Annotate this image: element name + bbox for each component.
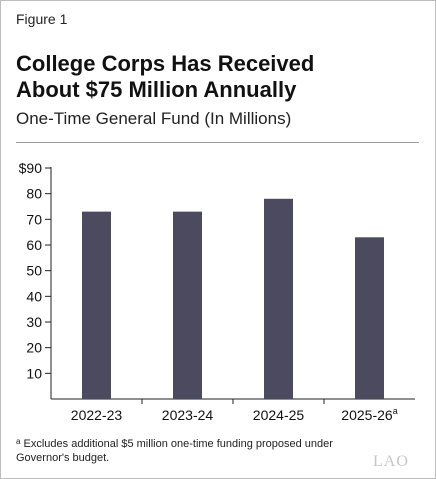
y-tick-label: 30 [26, 314, 42, 330]
lao-logo: LAO [373, 453, 409, 470]
bar-chart: 10 20 30 40 50 60 70 80 $90 2022-23 2023-24 2024-25… [19, 160, 415, 423]
x-tick-label: 2023-24 [162, 407, 214, 423]
bar-2022-23 [82, 211, 111, 399]
bar-2023-24 [173, 211, 202, 399]
y-tick-label: 50 [26, 263, 42, 279]
chart-title-line-1: College Corps Has Received [16, 51, 315, 76]
footnote-marker: a [16, 437, 21, 446]
y-tick-label: 60 [26, 237, 42, 253]
x-tick-label: 2022-23 [71, 407, 123, 423]
chart-title: College Corps Has Received About $75 Mil… [16, 51, 416, 103]
y-tick-label: 70 [26, 211, 42, 227]
footnote-text-line-1: Excludes additional $5 million one-time … [23, 438, 333, 450]
y-tick-label: 80 [26, 186, 42, 202]
y-tick-label: $90 [19, 160, 43, 176]
chart-subtitle: One-Time General Fund (In Millions) [16, 109, 292, 128]
y-tick-label: 40 [26, 288, 42, 304]
footnote: a Excludes additional $5 million one-tim… [16, 437, 346, 465]
footnote-text-line-2: Governor's budget. [16, 452, 110, 464]
figure-label: Figure 1 [16, 11, 68, 27]
x-tick-label: 2025-26a [341, 406, 397, 423]
chart-title-line-2: About $75 Million Annually [16, 77, 297, 102]
x-tick-label: 2024-25 [253, 407, 305, 423]
y-tick-label: 20 [26, 340, 42, 356]
bar-2025-26 [355, 237, 384, 399]
y-tick-label: 10 [26, 365, 42, 381]
x-tick-label-superscript: a [393, 406, 398, 416]
title-divider [16, 142, 419, 143]
bar-2024-25 [264, 198, 293, 399]
